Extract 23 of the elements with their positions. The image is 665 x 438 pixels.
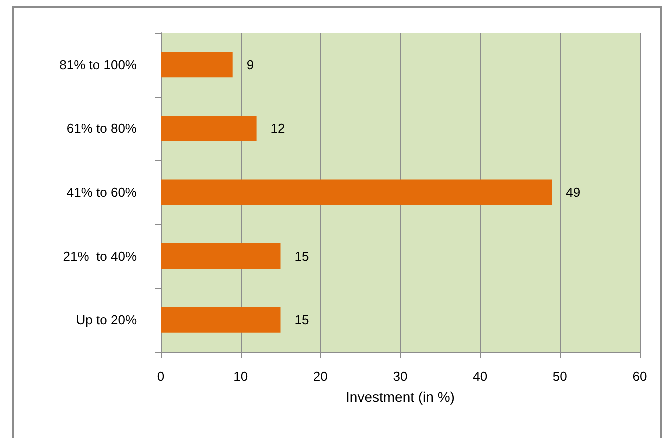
x-tick-label: 20 [313, 369, 328, 384]
data-label: 9 [246, 57, 254, 72]
bar [161, 116, 257, 142]
data-label: 49 [566, 185, 581, 200]
x-tick-label: 40 [473, 369, 488, 384]
x-tick-label: 10 [234, 369, 248, 384]
x-axis-title: Investment (in %) [346, 389, 455, 405]
x-tick-label: 60 [632, 369, 648, 384]
y-tick-label: 41% to 60% [66, 185, 138, 200]
x-tick-label: 0 [157, 369, 165, 384]
bar [161, 307, 281, 333]
y-tick-label: Up to 20% [76, 312, 138, 328]
x-tick-label: 50 [552, 369, 568, 384]
bar [161, 180, 552, 206]
data-label: 12 [270, 121, 286, 136]
data-label: 15 [294, 248, 310, 264]
bar [161, 244, 281, 270]
bar [161, 52, 233, 78]
y-tick-label: 61% to 80% [66, 121, 138, 136]
y-tick-label: 21% to 40% [63, 248, 138, 264]
data-label: 15 [294, 312, 310, 328]
y-tick-label: 81% to 100% [60, 57, 138, 72]
x-tick-label: 30 [393, 369, 408, 384]
